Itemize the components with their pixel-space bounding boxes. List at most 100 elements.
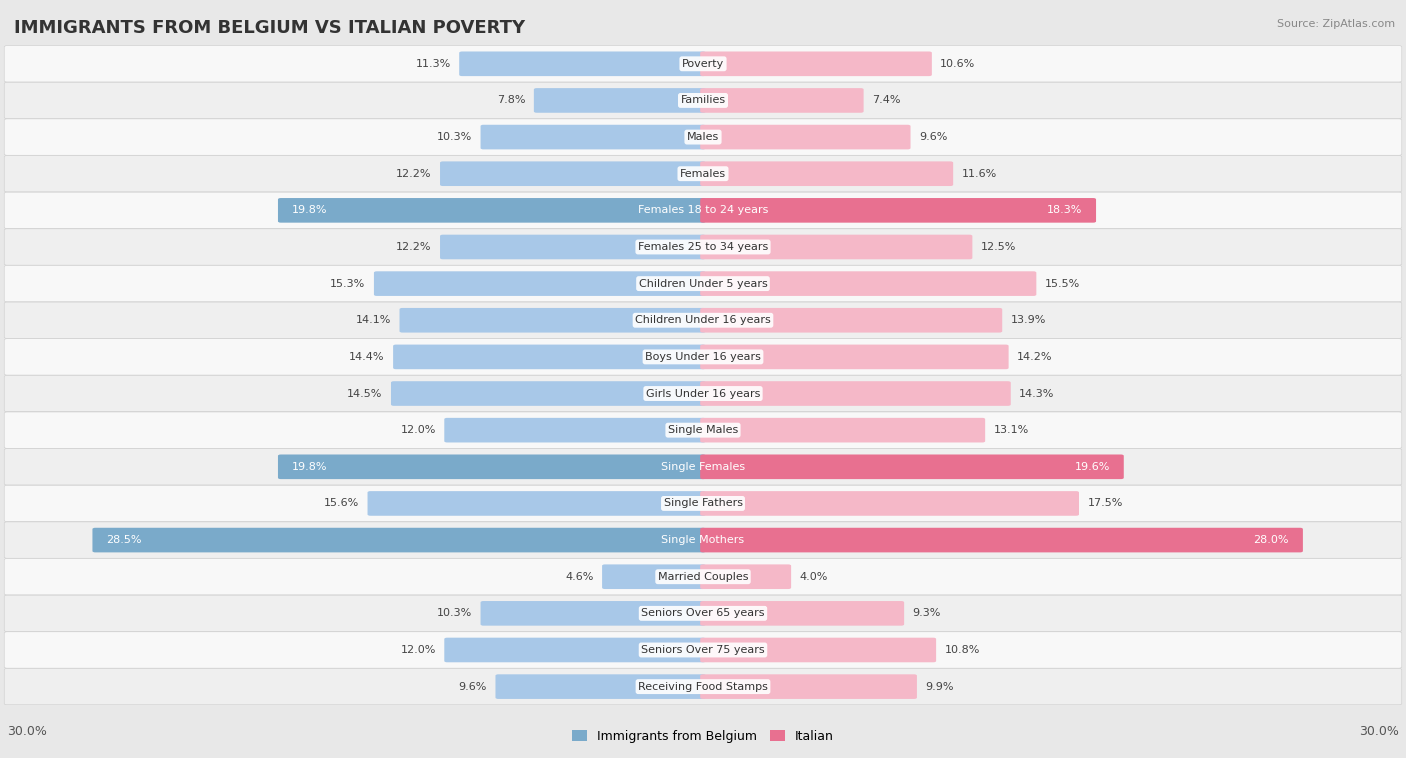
- FancyBboxPatch shape: [4, 375, 1402, 412]
- Text: 15.3%: 15.3%: [330, 279, 366, 289]
- Text: 9.6%: 9.6%: [458, 681, 486, 691]
- Text: Males: Males: [688, 132, 718, 142]
- Text: 13.9%: 13.9%: [1011, 315, 1046, 325]
- Text: Children Under 16 years: Children Under 16 years: [636, 315, 770, 325]
- FancyBboxPatch shape: [700, 637, 936, 662]
- Text: 30.0%: 30.0%: [7, 725, 46, 738]
- Text: 11.6%: 11.6%: [962, 169, 997, 179]
- FancyBboxPatch shape: [367, 491, 706, 515]
- FancyBboxPatch shape: [534, 88, 706, 113]
- Text: 9.6%: 9.6%: [920, 132, 948, 142]
- Text: 14.4%: 14.4%: [349, 352, 385, 362]
- FancyBboxPatch shape: [4, 229, 1402, 265]
- FancyBboxPatch shape: [700, 601, 904, 625]
- Text: IMMIGRANTS FROM BELGIUM VS ITALIAN POVERTY: IMMIGRANTS FROM BELGIUM VS ITALIAN POVER…: [14, 19, 526, 37]
- Text: 12.0%: 12.0%: [401, 645, 436, 655]
- FancyBboxPatch shape: [481, 601, 706, 625]
- Text: Married Couples: Married Couples: [658, 572, 748, 581]
- FancyBboxPatch shape: [700, 675, 917, 699]
- Text: 13.1%: 13.1%: [994, 425, 1029, 435]
- FancyBboxPatch shape: [444, 418, 706, 443]
- FancyBboxPatch shape: [4, 522, 1402, 558]
- FancyBboxPatch shape: [700, 198, 1097, 223]
- FancyBboxPatch shape: [700, 88, 863, 113]
- FancyBboxPatch shape: [391, 381, 706, 406]
- Text: 30.0%: 30.0%: [1360, 725, 1399, 738]
- FancyBboxPatch shape: [4, 559, 1402, 595]
- Text: 11.3%: 11.3%: [416, 59, 451, 69]
- FancyBboxPatch shape: [700, 528, 1303, 553]
- FancyBboxPatch shape: [700, 565, 792, 589]
- FancyBboxPatch shape: [700, 161, 953, 186]
- Text: 14.2%: 14.2%: [1017, 352, 1053, 362]
- FancyBboxPatch shape: [602, 565, 706, 589]
- FancyBboxPatch shape: [4, 669, 1402, 705]
- Text: 17.5%: 17.5%: [1087, 499, 1123, 509]
- Text: Females 25 to 34 years: Females 25 to 34 years: [638, 242, 768, 252]
- FancyBboxPatch shape: [4, 632, 1402, 668]
- Text: 12.2%: 12.2%: [396, 242, 432, 252]
- Text: Seniors Over 65 years: Seniors Over 65 years: [641, 609, 765, 619]
- Text: Single Males: Single Males: [668, 425, 738, 435]
- FancyBboxPatch shape: [4, 595, 1402, 631]
- FancyBboxPatch shape: [700, 381, 1011, 406]
- FancyBboxPatch shape: [93, 528, 706, 553]
- FancyBboxPatch shape: [495, 675, 706, 699]
- FancyBboxPatch shape: [440, 235, 706, 259]
- FancyBboxPatch shape: [4, 45, 1402, 82]
- FancyBboxPatch shape: [481, 125, 706, 149]
- FancyBboxPatch shape: [4, 302, 1402, 338]
- FancyBboxPatch shape: [4, 485, 1402, 522]
- FancyBboxPatch shape: [700, 308, 1002, 333]
- FancyBboxPatch shape: [700, 235, 973, 259]
- Text: Females: Females: [681, 169, 725, 179]
- Text: 10.6%: 10.6%: [941, 59, 976, 69]
- FancyBboxPatch shape: [440, 161, 706, 186]
- Text: 7.4%: 7.4%: [872, 96, 901, 105]
- FancyBboxPatch shape: [700, 271, 1036, 296]
- Text: 19.8%: 19.8%: [292, 205, 328, 215]
- Text: 12.2%: 12.2%: [396, 169, 432, 179]
- FancyBboxPatch shape: [4, 193, 1402, 228]
- Text: 14.5%: 14.5%: [347, 389, 382, 399]
- Text: Girls Under 16 years: Girls Under 16 years: [645, 389, 761, 399]
- FancyBboxPatch shape: [4, 449, 1402, 485]
- Text: Receiving Food Stamps: Receiving Food Stamps: [638, 681, 768, 691]
- Text: 19.8%: 19.8%: [292, 462, 328, 471]
- FancyBboxPatch shape: [700, 491, 1078, 515]
- Text: 28.0%: 28.0%: [1253, 535, 1289, 545]
- FancyBboxPatch shape: [700, 125, 911, 149]
- FancyBboxPatch shape: [700, 345, 1008, 369]
- Text: 4.6%: 4.6%: [565, 572, 593, 581]
- Text: 9.3%: 9.3%: [912, 609, 941, 619]
- Text: Single Fathers: Single Fathers: [664, 499, 742, 509]
- Text: 10.3%: 10.3%: [437, 609, 472, 619]
- Text: 15.6%: 15.6%: [323, 499, 359, 509]
- FancyBboxPatch shape: [399, 308, 706, 333]
- Text: 10.8%: 10.8%: [945, 645, 980, 655]
- Text: Seniors Over 75 years: Seniors Over 75 years: [641, 645, 765, 655]
- Text: 14.3%: 14.3%: [1019, 389, 1054, 399]
- Text: 9.9%: 9.9%: [925, 681, 953, 691]
- Text: 7.8%: 7.8%: [496, 96, 526, 105]
- Text: Source: ZipAtlas.com: Source: ZipAtlas.com: [1277, 19, 1395, 29]
- Text: 19.6%: 19.6%: [1074, 462, 1109, 471]
- FancyBboxPatch shape: [278, 455, 706, 479]
- Text: 12.0%: 12.0%: [401, 425, 436, 435]
- Text: 28.5%: 28.5%: [107, 535, 142, 545]
- FancyBboxPatch shape: [394, 345, 706, 369]
- FancyBboxPatch shape: [4, 119, 1402, 155]
- Text: Poverty: Poverty: [682, 59, 724, 69]
- Text: Families: Families: [681, 96, 725, 105]
- FancyBboxPatch shape: [460, 52, 706, 76]
- FancyBboxPatch shape: [700, 418, 986, 443]
- FancyBboxPatch shape: [444, 637, 706, 662]
- Text: 4.0%: 4.0%: [800, 572, 828, 581]
- Text: Children Under 5 years: Children Under 5 years: [638, 279, 768, 289]
- FancyBboxPatch shape: [4, 265, 1402, 302]
- FancyBboxPatch shape: [4, 339, 1402, 375]
- FancyBboxPatch shape: [374, 271, 706, 296]
- FancyBboxPatch shape: [4, 412, 1402, 448]
- FancyBboxPatch shape: [700, 52, 932, 76]
- FancyBboxPatch shape: [4, 155, 1402, 192]
